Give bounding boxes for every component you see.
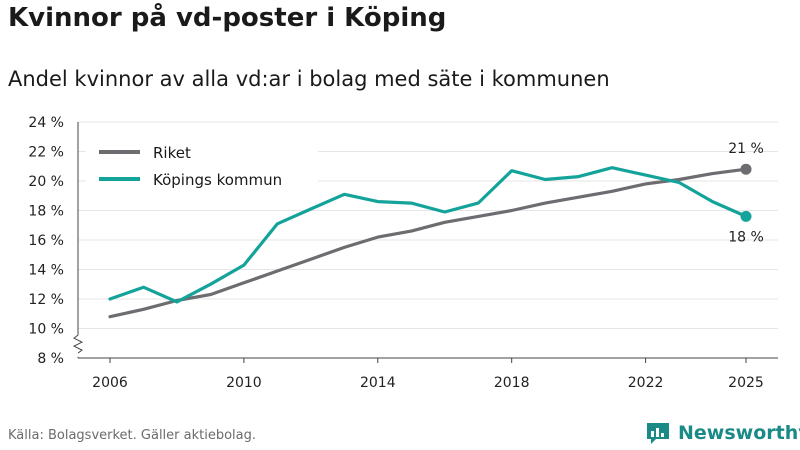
y-tick-label: 10 % bbox=[28, 322, 64, 338]
y-tick-label: 16 % bbox=[28, 233, 64, 249]
y-tick-label: 12 % bbox=[28, 292, 64, 308]
end-label-koping: 18 % bbox=[728, 229, 764, 245]
y-tick-label: 20 % bbox=[28, 174, 64, 190]
end-point-koping bbox=[740, 210, 752, 222]
brand-name: Newsworthy bbox=[678, 422, 800, 444]
source-note: Källa: Bolagsverket. Gäller aktiebolag. bbox=[8, 428, 257, 443]
x-tick-label: 2010 bbox=[226, 375, 262, 391]
series-line-koping bbox=[108, 166, 748, 304]
x-tick-label: 2022 bbox=[628, 375, 664, 391]
y-tick-label: 14 % bbox=[28, 263, 64, 279]
end-label-riket: 21 % bbox=[728, 141, 764, 157]
x-tick-label: 2018 bbox=[494, 375, 530, 391]
y-tick-label: 22 % bbox=[28, 145, 64, 161]
end-point-riket bbox=[740, 163, 752, 175]
x-tick-label: 2006 bbox=[92, 375, 128, 391]
y-tick-label: 18 % bbox=[28, 204, 64, 220]
legend-label-riket: Riket bbox=[153, 144, 191, 162]
y-tick-label: 8 % bbox=[37, 351, 64, 367]
series-line-riket bbox=[108, 167, 748, 319]
chart-title: Kvinnor på vd-poster i Köping bbox=[8, 3, 447, 33]
legend-label-koping: Köpings kommun bbox=[153, 171, 282, 189]
y-tick-label: 24 % bbox=[28, 115, 64, 131]
axis-break-icon bbox=[72, 334, 84, 354]
x-tick-label: 2025 bbox=[728, 375, 764, 391]
chart-subtitle: Andel kvinnor av alla vd:ar i bolag med … bbox=[8, 67, 610, 91]
brand-logo: Newsworthy bbox=[645, 420, 800, 446]
legend-box bbox=[86, 135, 318, 197]
newsworthy-logo-icon bbox=[647, 423, 669, 444]
x-tick-label: 2014 bbox=[360, 375, 396, 391]
